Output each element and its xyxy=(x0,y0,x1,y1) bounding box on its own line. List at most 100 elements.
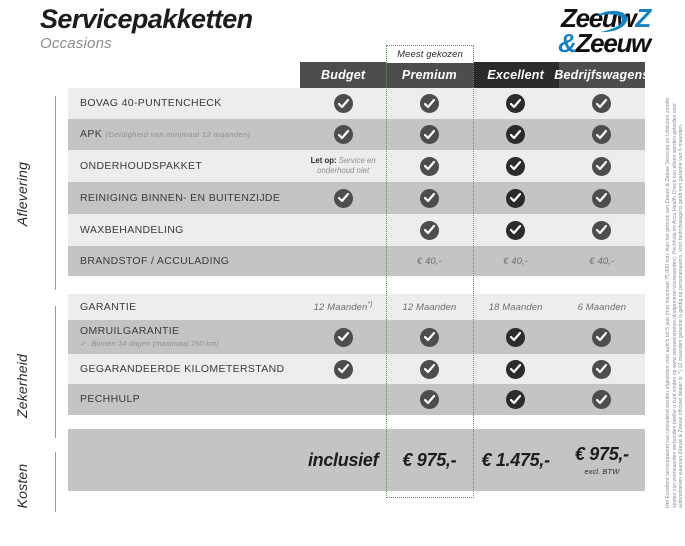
check-icon xyxy=(419,188,439,208)
check-icon xyxy=(333,327,353,347)
most-chosen-badge: Meest gekozen xyxy=(386,45,474,63)
footnote-marker: *) xyxy=(367,300,373,308)
check-icon xyxy=(506,94,526,113)
page-header: Servicepakketten Occasions ZeeuwZ &Zeeuw xyxy=(40,4,652,62)
cell-wax-premium xyxy=(386,214,472,246)
price-value: € 1.475,- xyxy=(481,449,550,470)
row-name: BOVAG 40-PUNTENCHECK xyxy=(80,97,222,109)
cell-omruil-bedrijfswagens xyxy=(559,320,645,354)
table-row: OMRUILGARANTIE ✓ Binnen 14 dagen (maximaa… xyxy=(68,320,645,354)
page-subtitle: Occasions xyxy=(40,35,112,52)
cell-omruil-premium xyxy=(386,320,472,354)
table-row: PECHHULP xyxy=(68,384,645,415)
table-row: BOVAG 40-PUNTENCHECK xyxy=(68,88,645,119)
row-name: WAXBEHANDELING xyxy=(80,223,184,236)
check-icon xyxy=(506,390,526,409)
cell-km-premium xyxy=(386,354,472,384)
table-row: GARANTIE 12 Maanden*) 12 Maanden 18 Maan… xyxy=(68,294,645,320)
section-gap xyxy=(68,276,645,294)
price-bedrijfswagens: € 975,- excl. BTW xyxy=(558,429,645,491)
section-rule-kosten xyxy=(55,452,56,512)
row-label-apk: APK (Geldigheid van minimaal 12 maanden) xyxy=(68,119,300,150)
cell-bovag-budget xyxy=(300,88,386,119)
check-icon xyxy=(419,94,439,113)
cell-km-excellent xyxy=(473,354,559,384)
logo-ampersand: & xyxy=(558,28,577,58)
check-icon xyxy=(592,390,612,409)
cell-onderhoud-budget: Let op: Service en onderhoud niet xyxy=(300,150,386,182)
cell-omruil-excellent xyxy=(473,320,559,354)
cell-apk-bedrijfswagens xyxy=(559,119,645,150)
check-icon xyxy=(419,390,439,409)
price-budget: inclusief xyxy=(300,429,387,491)
logo-line-1: ZeeuwZ xyxy=(558,5,651,31)
price-excellent: € 1.475,- xyxy=(472,429,559,491)
cell-omruil-budget xyxy=(300,320,386,354)
cell-garantie-budget: 12 Maanden*) xyxy=(300,294,386,320)
check-icon xyxy=(506,156,526,176)
check-icon xyxy=(333,94,353,113)
section-gap xyxy=(68,415,645,429)
check-icon xyxy=(506,125,526,144)
cell-bovag-premium xyxy=(386,88,472,119)
check-icon xyxy=(592,94,612,113)
cell-value: 6 Maanden xyxy=(577,301,627,313)
row-label-waxbehandeling: WAXBEHANDELING xyxy=(68,214,300,246)
row-name: REINIGING BINNEN- EN BUITENZIJDE xyxy=(80,191,281,204)
cell-pechhulp-premium xyxy=(386,384,472,415)
cell-reiniging-premium xyxy=(386,182,472,214)
cell-km-budget xyxy=(300,354,386,384)
cell-onderhoud-bedrijfswagens xyxy=(559,150,645,182)
header-spacer xyxy=(68,62,300,88)
price-value: € 975,- xyxy=(402,449,457,470)
check-icon xyxy=(419,220,439,240)
table-row: WAXBEHANDELING xyxy=(68,214,645,246)
section-rule-aflevering xyxy=(55,96,56,290)
check-icon xyxy=(506,359,526,379)
logo-text-zeeuw2: Zeeuw xyxy=(575,28,652,58)
cell-garantie-premium: 12 Maanden xyxy=(386,294,472,320)
pricing-row-spacer xyxy=(68,429,300,491)
check-icon xyxy=(592,156,612,176)
column-header-excellent[interactable]: Excellent xyxy=(472,62,559,88)
table-header-row: Budget Premium Excellent Bedrijfswagens xyxy=(68,62,649,88)
cell-km-bedrijfswagens xyxy=(559,354,645,384)
row-name: OMRUILGARANTIE xyxy=(80,325,180,337)
cell-brandstof-budget xyxy=(300,246,386,276)
row-label-garantie: GARANTIE xyxy=(68,294,300,320)
check-icon xyxy=(592,188,612,208)
cell-value: € 40,- xyxy=(416,255,442,267)
pricing-row: inclusief € 975,- € 1.475,- € 975,- excl… xyxy=(68,429,645,491)
column-header-bedrijfswagens[interactable]: Bedrijfswagens xyxy=(554,62,649,88)
table-row: BRANDSTOF / ACCULADING € 40,- € 40,- € 4… xyxy=(68,246,645,276)
logo-line-2: &Zeeuw xyxy=(558,28,652,58)
blue-swoosh-icon xyxy=(596,10,628,33)
row-label-bovag: BOVAG 40-PUNTENCHECK xyxy=(68,88,300,119)
check-small-icon: ✓ xyxy=(80,339,87,348)
column-header-premium[interactable]: Premium xyxy=(386,62,473,88)
row-label-onderhoudspakket: ONDERHOUDSPAKKET xyxy=(68,150,300,182)
legal-disclaimer: Het Excellent servicepakket kan uitsluit… xyxy=(665,96,684,508)
cell-apk-excellent xyxy=(473,119,559,150)
check-icon xyxy=(333,188,353,208)
cell-bovag-excellent xyxy=(473,88,559,119)
column-header-budget[interactable]: Budget xyxy=(300,62,387,88)
check-icon xyxy=(592,220,612,240)
cell-pechhulp-bedrijfswagens xyxy=(559,384,645,415)
table-row: APK (Geldigheid van minimaal 12 maanden) xyxy=(68,119,645,150)
page-title: Servicepakketten xyxy=(40,4,253,34)
row-name: ONDERHOUDSPAKKET xyxy=(80,159,203,172)
cell-bovag-bedrijfswagens xyxy=(559,88,645,119)
row-label-kilometerstand: GEGARANDEERDE KILOMETERSTAND xyxy=(68,354,300,384)
check-icon xyxy=(333,125,353,144)
cell-value: € 40,- xyxy=(589,255,615,267)
row-name: BRANDSTOF / ACCULADING xyxy=(80,254,230,267)
cell-value: 12 Maanden*) xyxy=(313,300,373,314)
cell-brandstof-bedrijfswagens: € 40,- xyxy=(559,246,645,276)
cell-value: 12 Maanden xyxy=(402,301,457,313)
check-icon xyxy=(419,156,439,176)
check-icon xyxy=(419,359,439,379)
cell-brandstof-premium: € 40,- xyxy=(386,246,472,276)
row-name: GARANTIE xyxy=(80,300,137,313)
price-value: € 975,- xyxy=(574,444,629,464)
